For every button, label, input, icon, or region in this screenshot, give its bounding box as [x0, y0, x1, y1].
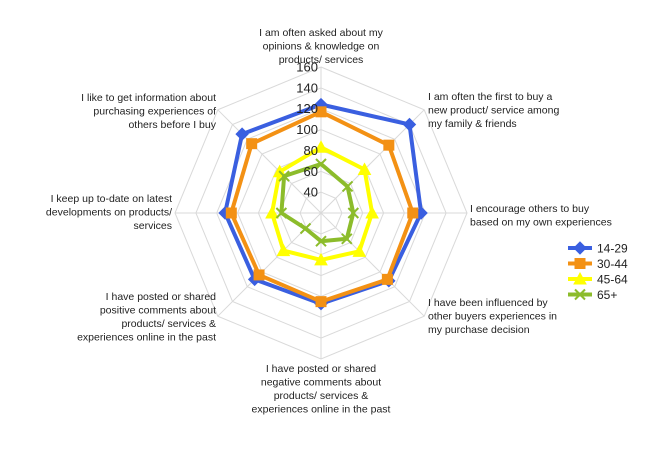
- series-45-64: [265, 140, 379, 266]
- data-point-45-64-4: [352, 244, 367, 257]
- data-point-14-29-8: [235, 127, 249, 141]
- category-label-line: based on my own experiences: [470, 217, 612, 229]
- data-point-45-64-5: [314, 252, 328, 266]
- category-label-line: others before I buy: [128, 119, 216, 131]
- category-label-line: negative comments about: [261, 377, 381, 389]
- category-label-1: I am often asked about my opinions & know…: [259, 27, 383, 66]
- data-point-65+-7: [275, 207, 288, 219]
- legend-marker-30-44: [574, 258, 586, 269]
- category-label-line: opinions & knowledge on: [263, 41, 380, 53]
- category-label-line: other buyers experiences in: [428, 311, 557, 323]
- data-point-30-44-6: [253, 269, 265, 281]
- data-point-45-64-7: [265, 205, 279, 219]
- category-label-line: products/ services &: [121, 318, 216, 330]
- category-label-line: services: [133, 220, 172, 232]
- category-label-line: new product/ service among: [428, 105, 559, 117]
- tick-label-140: 140: [296, 80, 318, 95]
- tick-label-80: 80: [304, 143, 318, 158]
- data-point-30-44-7: [225, 207, 237, 219]
- grid-layer: [174, 66, 468, 360]
- data-point-65+-3: [347, 207, 360, 219]
- category-label-layer: I am often asked about my opinions & know…: [46, 27, 612, 416]
- category-label-line: I am often the first to buy a: [428, 91, 552, 103]
- category-label-line: products/ services: [279, 54, 364, 66]
- data-point-65+-1: [315, 158, 327, 170]
- data-point-65+-4: [341, 233, 353, 245]
- legend-item-30-44: 30-44: [568, 257, 628, 271]
- tick-label-120: 120: [296, 101, 318, 116]
- data-point-45-64-1: [314, 140, 328, 153]
- tick-label-100: 100: [296, 122, 318, 137]
- data-point-14-29-2: [402, 117, 417, 132]
- legend-marker-65+: [574, 288, 586, 301]
- data-point-45-64-2: [357, 162, 372, 175]
- category-label-line: developments on products/: [46, 207, 172, 219]
- tick-label-160: 160: [296, 60, 318, 75]
- category-label-line: I keep up to-date on latest: [51, 193, 172, 205]
- category-label-line: my purchase decision: [428, 324, 530, 336]
- data-point-30-44-1: [315, 106, 327, 118]
- legend-marker-14-29: [573, 241, 587, 255]
- category-label-line: products/ services &: [274, 390, 369, 402]
- category-label-2: I am often the first to buy a new product…: [428, 91, 559, 130]
- category-label-5: I have posted or shared negative comments…: [252, 363, 391, 416]
- category-label-7: I keep up to-date on latest developments …: [46, 193, 172, 232]
- data-point-30-44-3: [407, 207, 419, 219]
- data-point-65+-8: [278, 170, 290, 182]
- series-30-44: [225, 106, 419, 308]
- legend-marker-45-64: [573, 271, 587, 285]
- data-point-65+-6: [299, 222, 312, 235]
- series-65+: [275, 158, 360, 247]
- category-label-line: I am often asked about my: [259, 27, 383, 39]
- category-label-line: I have posted or shared: [106, 291, 216, 303]
- data-point-30-44-2: [383, 139, 395, 151]
- category-label-6: I have posted or shared positive comments…: [77, 291, 216, 344]
- tick-label-40: 40: [304, 185, 318, 200]
- legend-label-14-29: 14-29: [597, 242, 628, 256]
- data-point-30-44-5: [315, 296, 327, 308]
- data-point-45-64-6: [276, 243, 291, 257]
- category-label-line: my family & friends: [428, 118, 517, 130]
- legend-item-14-29: 14-29: [568, 241, 628, 256]
- data-point-45-64-3: [365, 205, 379, 219]
- legend-label-30-44: 30-44: [597, 257, 628, 271]
- category-label-3: I encourage others to buy based on my own…: [470, 203, 612, 229]
- axis-spoke-4: [320, 212, 425, 317]
- category-label-line: purchasing experiences of: [93, 106, 216, 118]
- category-label-line: experiences online in the past: [77, 332, 216, 344]
- data-point-65+-5: [315, 235, 327, 247]
- legend-label-45-64: 45-64: [597, 273, 628, 287]
- series-layer: [218, 97, 428, 311]
- axis-spoke-8: [217, 109, 322, 214]
- tick-label-60: 60: [304, 164, 318, 179]
- category-label-line: I encourage others to buy: [470, 203, 590, 215]
- category-label-line: experiences online in the past: [252, 404, 391, 416]
- data-point-30-44-8: [246, 138, 258, 150]
- legend-label-65+: 65+: [597, 288, 617, 302]
- legend-item-65+: 65+: [568, 288, 617, 302]
- data-point-65+-2: [341, 180, 354, 193]
- category-label-8: I like to get information about purchasin…: [81, 92, 217, 131]
- category-label-4: I have been influenced by other buyers ex…: [428, 297, 557, 336]
- tick-label-layer: 40 60 80 100 120 140 160: [296, 60, 318, 200]
- legend-item-45-64: 45-64: [568, 271, 628, 287]
- category-label-line: positive comments about: [100, 305, 216, 317]
- category-label-line: I have posted or shared: [266, 363, 376, 375]
- category-label-line: I have been influenced by: [428, 297, 548, 309]
- data-point-30-44-4: [381, 273, 393, 285]
- category-label-line: I like to get information about: [81, 92, 216, 104]
